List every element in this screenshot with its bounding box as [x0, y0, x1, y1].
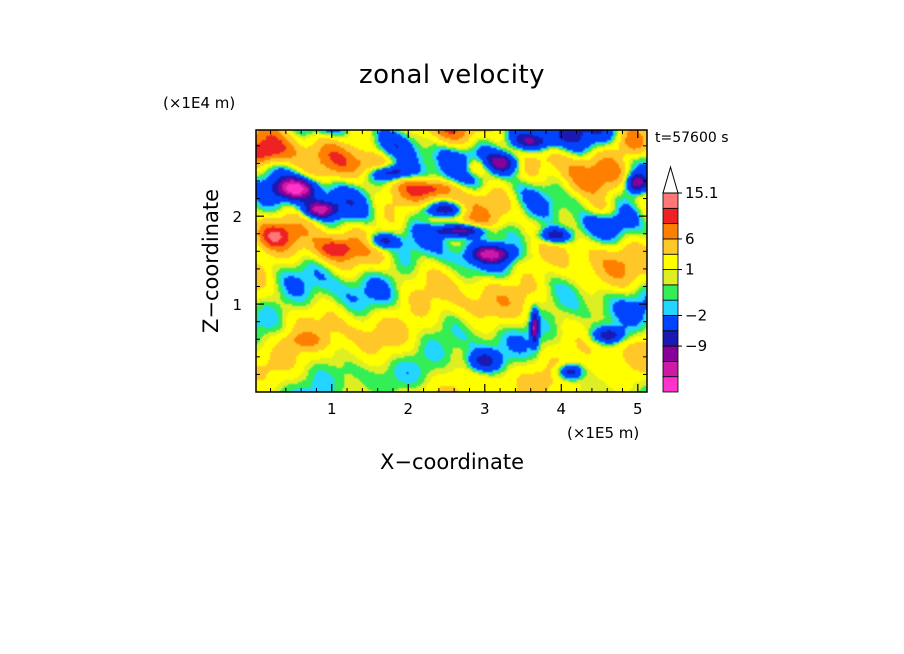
y-tick-label: 2 [232, 208, 242, 226]
y-axis-unit: (×1E4 m) [163, 94, 236, 112]
x-axis-unit: (×1E5 m) [567, 424, 640, 442]
x-axis-label: X−coordinate [380, 450, 524, 474]
colorbar-box [662, 345, 679, 362]
colorbar-box [662, 360, 679, 378]
plot-frame [255, 129, 648, 393]
x-tick-label: 2 [403, 400, 413, 418]
colorbar-label: −9 [685, 337, 707, 355]
colorbar-box [662, 238, 679, 255]
colorbar-box [662, 269, 679, 286]
colorbar-box [662, 223, 679, 240]
contour-field [256, 130, 647, 392]
colorbar-box [662, 299, 679, 316]
colorbar-label: 6 [685, 230, 695, 248]
x-tick-label: 5 [633, 400, 643, 418]
colorbar-box [662, 207, 679, 225]
x-tick-label: 4 [557, 400, 567, 418]
colorbar-box [662, 315, 679, 332]
colorbar-box [662, 376, 679, 393]
x-tick-label: 3 [480, 400, 490, 418]
colorbar-extend-triangle [662, 165, 679, 194]
colorbar-box [662, 192, 679, 209]
y-tick-label: 1 [232, 296, 242, 314]
chart-title: zonal velocity [358, 60, 546, 90]
colorbar-box [662, 284, 679, 301]
colorbar-box [662, 330, 679, 347]
colorbar-box [662, 253, 679, 270]
time-label: t=57600 s [655, 130, 729, 146]
x-tick-label: 1 [327, 400, 337, 418]
colorbar-label: 15.1 [685, 184, 718, 202]
colorbar-label: −2 [685, 306, 707, 324]
colorbar-label: 1 [685, 261, 695, 279]
